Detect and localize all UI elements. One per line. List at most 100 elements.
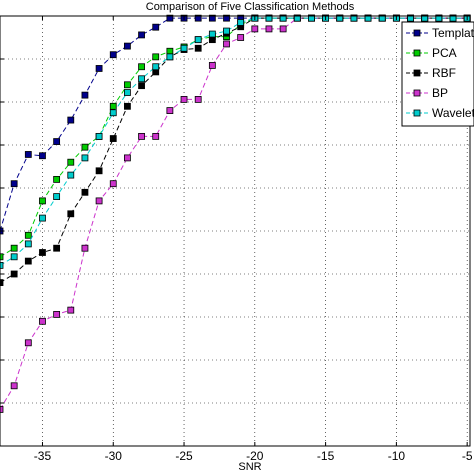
data-point-rbf (24, 257, 32, 265)
data-point-bp (124, 154, 131, 162)
data-point-rbf (109, 135, 117, 142)
x-tick-label: -10 (388, 449, 406, 463)
data-point-pca (0, 253, 4, 261)
x-tick-label: -30 (105, 449, 123, 463)
data-point-wavelet (124, 89, 131, 96)
data-point-bp (180, 96, 188, 103)
data-point-template (109, 51, 117, 59)
data-point-wavelet (265, 14, 273, 22)
data-point-bp (237, 34, 245, 41)
data-point-wavelet (53, 193, 61, 201)
data-point-wavelet (223, 27, 230, 35)
data-point-wavelet (39, 214, 46, 222)
data-point-wavelet (166, 53, 174, 61)
legend-label: Wavelet (432, 106, 474, 120)
series-line-pca (0, 17, 468, 258)
chart-title: Comparison of Five Classification Method… (146, 1, 355, 13)
data-point-rbf (194, 44, 202, 52)
data-point-template (166, 14, 174, 22)
legend-marker (413, 49, 421, 57)
data-point-wavelet (421, 14, 429, 22)
data-point-rbf (39, 249, 46, 256)
data-point-bp (194, 96, 202, 103)
data-point-bp (10, 382, 18, 390)
data-point-template (152, 23, 160, 31)
data-point-rbf (124, 102, 131, 110)
legend-marker (413, 109, 421, 117)
data-point-bp (166, 107, 174, 114)
data-point-wavelet (293, 14, 301, 22)
data-point-bp (67, 306, 75, 314)
data-point-bp (265, 25, 273, 33)
data-point-bp (138, 132, 145, 140)
legend-marker (413, 29, 421, 37)
plot-frame (0, 15, 471, 447)
data-point-bp (39, 317, 46, 325)
data-point-pca (152, 53, 160, 61)
data-point-pca (166, 47, 174, 55)
legend-marker (413, 69, 421, 77)
data-point-wavelet (0, 261, 4, 269)
x-axis-label: SNR (238, 461, 261, 473)
x-tick-label: -25 (175, 449, 193, 463)
data-point-bp (95, 197, 103, 205)
data-point-pca (39, 197, 46, 205)
data-point-template (223, 14, 230, 22)
data-point-bp (24, 339, 32, 347)
legend-marker (413, 89, 421, 97)
data-point-wavelet (279, 14, 287, 22)
data-point-bp (279, 25, 287, 33)
series-group (0, 14, 471, 413)
data-point-wavelet (378, 14, 386, 22)
data-point-pca (109, 102, 117, 110)
data-point-template (138, 31, 145, 39)
data-point-wavelet (237, 19, 245, 26)
x-tick-label: -15 (317, 449, 335, 463)
data-point-rbf (53, 244, 61, 252)
data-point-rbf (81, 188, 89, 196)
data-point-pca (81, 143, 89, 151)
data-point-wavelet (308, 14, 315, 22)
legend-label: Template (432, 26, 474, 40)
data-point-bp (251, 25, 259, 33)
data-point-template (124, 42, 131, 50)
data-point-pca (138, 63, 145, 71)
data-point-template (39, 152, 46, 160)
data-point-pca (67, 158, 75, 166)
data-point-wavelet (109, 109, 117, 117)
data-point-pca (124, 81, 131, 89)
data-point-wavelet (364, 14, 372, 22)
x-tick-label: -35 (34, 449, 52, 463)
data-point-template (208, 14, 216, 22)
data-point-wavelet (407, 14, 414, 22)
data-point-pca (53, 175, 61, 183)
data-point-wavelet (208, 30, 216, 38)
data-point-pca (10, 244, 18, 252)
data-point-rbf (0, 279, 4, 287)
data-point-bp (109, 180, 117, 188)
data-point-bp (208, 62, 216, 69)
data-point-template (81, 91, 89, 99)
data-point-wavelet (95, 132, 103, 140)
x-tick-label: -5 (462, 449, 473, 463)
data-point-rbf (208, 36, 216, 44)
x-tick-label: -20 (246, 449, 264, 463)
legend-label: BP (432, 86, 448, 100)
data-point-pca (24, 231, 32, 239)
data-point-wavelet (180, 44, 188, 52)
data-point-bp (0, 406, 4, 413)
data-point-wavelet (67, 171, 75, 179)
legend-label: RBF (432, 66, 456, 80)
data-point-wavelet (435, 14, 443, 22)
data-point-wavelet (152, 63, 160, 71)
legend: Template PCA RBF BP Wavelet (401, 21, 474, 127)
data-point-bp (152, 132, 160, 140)
data-point-rbf (10, 270, 18, 278)
plot-area (0, 16, 474, 446)
data-point-wavelet (138, 75, 145, 83)
data-point-template (194, 14, 202, 22)
data-point-wavelet (336, 14, 344, 22)
series-line-bp (0, 17, 468, 410)
data-point-wavelet (449, 14, 457, 22)
